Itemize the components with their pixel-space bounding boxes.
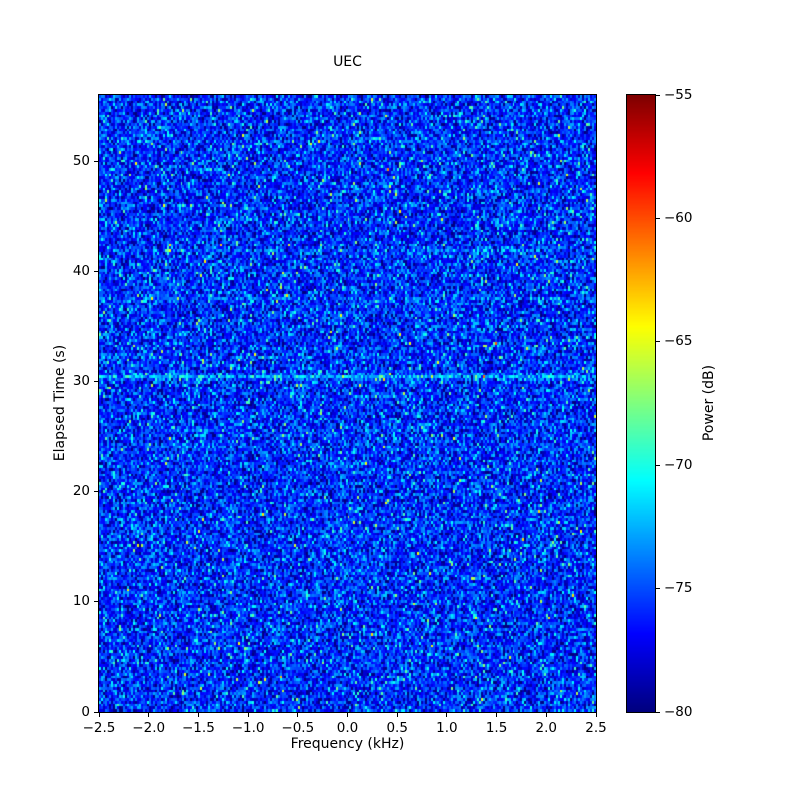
x-tick-mark — [197, 713, 199, 717]
plot-border — [98, 94, 597, 713]
colorbar-tick-mark — [656, 464, 660, 466]
y-tick-label: 20 — [72, 483, 90, 500]
colorbar-tick-mark — [656, 217, 660, 219]
x-tick-label: −2.0 — [132, 720, 166, 736]
colorbar-tick-mark — [656, 711, 660, 713]
x-tick-mark — [148, 713, 150, 717]
x-tick-mark — [297, 713, 299, 717]
y-tick-mark — [94, 270, 98, 272]
x-tick-label: −1.5 — [182, 720, 215, 736]
colorbar-tick-label: −65 — [664, 333, 693, 350]
x-tick-label: 0.5 — [386, 720, 408, 736]
x-tick-mark — [496, 713, 498, 717]
x-tick-label: 2.0 — [535, 720, 558, 736]
x-axis-label: Frequency (kHz) — [290, 736, 405, 752]
y-tick-label: 30 — [72, 372, 90, 389]
y-tick-label: 10 — [72, 593, 90, 610]
colorbar-tick-label: −60 — [664, 209, 693, 226]
y-tick-mark — [94, 380, 98, 382]
colorbar-label: Power (dB) — [701, 364, 717, 442]
x-tick-label: 2.5 — [585, 720, 607, 736]
colorbar-tick-mark — [656, 341, 660, 343]
x-tick-label: 1.5 — [485, 720, 508, 736]
colorbar-tick-label: −55 — [664, 86, 693, 103]
colorbar-border — [626, 94, 656, 713]
y-tick-mark — [94, 491, 98, 493]
spectrogram-heatmap — [99, 95, 596, 712]
x-tick-label: −0.5 — [281, 720, 315, 736]
x-tick-label: 0.0 — [336, 720, 359, 736]
x-tick-mark — [247, 713, 249, 717]
x-tick-mark — [595, 713, 597, 717]
x-tick-mark — [347, 713, 348, 717]
x-tick-label: 1.0 — [436, 720, 458, 736]
x-tick-mark — [396, 713, 398, 717]
y-tick-label: 40 — [72, 262, 90, 279]
y-axis-label: Elapsed Time (s) — [52, 344, 68, 462]
colorbar-tick-mark — [656, 588, 660, 590]
y-tick-label: 50 — [72, 152, 90, 169]
x-tick-mark — [98, 713, 100, 717]
colorbar-tick-label: −80 — [664, 703, 693, 720]
y-tick-mark — [94, 711, 98, 713]
chart-title: UEC — [333, 54, 362, 70]
x-tick-label: −2.5 — [82, 720, 116, 736]
colorbar-gradient — [627, 95, 655, 712]
x-tick-mark — [446, 713, 448, 717]
colorbar-tick-mark — [656, 94, 660, 96]
colorbar-tick-label: −70 — [664, 456, 693, 473]
x-tick-label: −1.0 — [231, 720, 265, 736]
x-tick-mark — [545, 713, 547, 717]
y-tick-mark — [94, 601, 98, 603]
colorbar-tick-label: −75 — [664, 580, 693, 597]
y-tick-label: 0 — [81, 703, 90, 720]
y-tick-mark — [94, 160, 98, 162]
